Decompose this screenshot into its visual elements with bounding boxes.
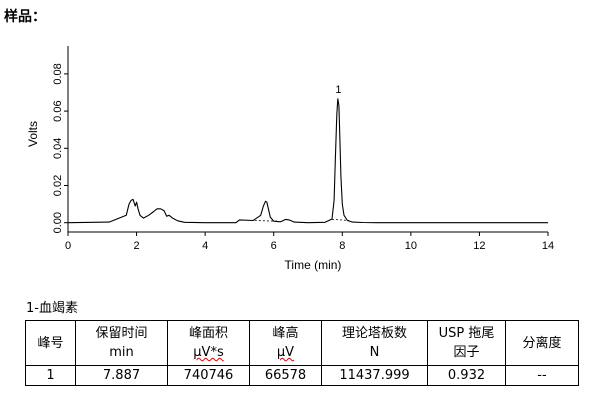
results-table: 峰号 保留时间 min 峰面积 µV*s 峰高 µV 理论塔板数 N USP 拖尾 因子 … <box>25 320 579 386</box>
x-tick-label: 6 <box>271 240 277 252</box>
y-tick-label: 0.08 <box>52 63 64 84</box>
x-tick-label: 2 <box>134 240 140 252</box>
chromatogram-chart: 0 2 4 6 8 10 12 14 0.00 0.02 0.04 0.06 0.08 1 Time (… <box>26 46 554 272</box>
cell-peak-area: 740746 <box>167 365 250 386</box>
x-tick-label: 10 <box>405 240 417 252</box>
cell-peak-height: 66578 <box>249 365 322 386</box>
table-header-row: 峰号 保留时间 min 峰面积 µV*s 峰高 µV 理论塔板数 N USP 拖尾 因子 … <box>25 320 579 366</box>
y-tick-label: 0.06 <box>52 100 64 121</box>
chromatogram-trace <box>67 98 548 224</box>
header-usp-tailing: USP 拖尾 因子 <box>427 320 506 366</box>
cell-resolution: -- <box>505 365 579 386</box>
sample-label: 样品： <box>4 9 46 25</box>
x-tick-label: 4 <box>202 240 208 252</box>
y-tick-label: 0.04 <box>52 138 64 159</box>
cell-theoretical-plates: 11437.999 <box>321 365 428 386</box>
header-theoretical-plates: 理论塔板数 N <box>321 320 428 366</box>
y-axis-label: Volts <box>26 121 40 147</box>
chart-ticks: 0 2 4 6 8 10 12 14 0.00 0.02 0.04 0.06 0.08 <box>52 63 554 252</box>
x-tick-label: 8 <box>339 240 345 252</box>
cell-usp-tailing: 0.932 <box>427 365 506 386</box>
x-tick-label: 12 <box>473 240 485 252</box>
compound-title: 1-血竭素 <box>26 301 78 316</box>
integration-baseline <box>331 218 350 221</box>
table-row: 1 7.887 740746 66578 11437.999 0.932 -- <box>25 365 579 386</box>
cell-peak-number: 1 <box>25 365 76 386</box>
x-tick-label: 0 <box>65 240 71 252</box>
cell-retention-time: 7.887 <box>75 365 168 386</box>
header-peak-height: 峰高 µV <box>249 320 322 366</box>
x-axis-label: Time (min) <box>285 258 342 272</box>
x-tick-label: 14 <box>542 240 554 252</box>
chart-plot-area: 1 <box>67 84 548 224</box>
header-peak-number: 峰号 <box>25 320 76 366</box>
y-tick-label: 0.00 <box>52 212 64 233</box>
y-tick-label: 0.02 <box>52 175 64 196</box>
chart-axes <box>67 46 548 233</box>
header-retention-time: 保留时间 min <box>75 320 168 366</box>
header-resolution: 分离度 <box>505 320 579 366</box>
peak-label: 1 <box>335 84 341 96</box>
header-peak-area: 峰面积 µV*s <box>167 320 250 366</box>
